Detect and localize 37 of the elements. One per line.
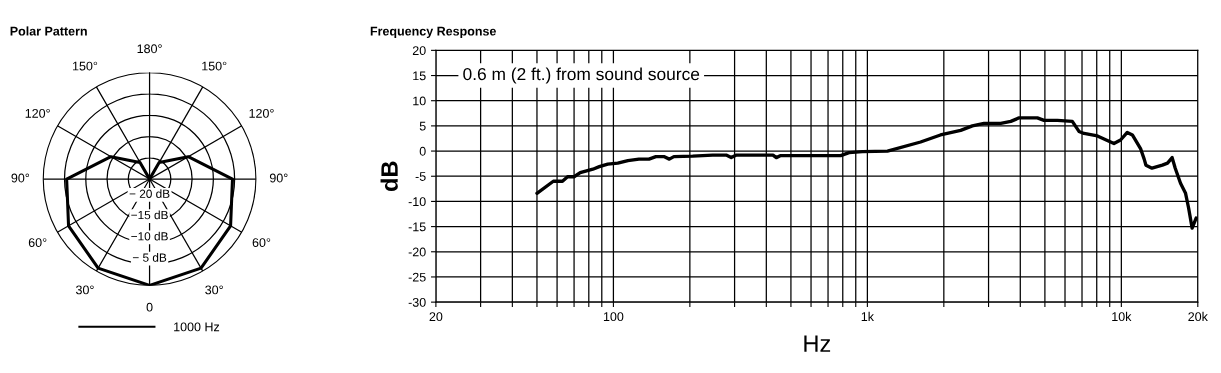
y-tick-label: -15 (408, 222, 426, 232)
x-axis-title: Hz (804, 335, 831, 352)
spoke-label: 180° (137, 44, 162, 54)
spoke-label: 120° (249, 108, 274, 118)
y-tick-label: 5 (419, 121, 426, 131)
y-tick-label: −10 dB (131, 231, 168, 241)
y-tick-label: − 20 dB (129, 189, 170, 198)
annotation: 0.6 m (2 ft.) from sound source (463, 67, 700, 84)
chart-title: Frequency Response (370, 26, 496, 39)
spoke-label: 90° (269, 173, 288, 183)
x-tick-label: 1k (861, 311, 874, 321)
chart-title: Polar Pattern (10, 26, 87, 36)
y-tick-label: 20 (412, 46, 426, 56)
spoke-label: 30° (205, 285, 223, 295)
spoke-label: 30° (75, 285, 94, 295)
y-tick-label: -10 (408, 197, 426, 207)
y-tick-label: 15 (413, 71, 426, 81)
spoke-label: 60° (252, 238, 271, 248)
spoke-label: 60° (28, 238, 47, 248)
y-tick-label: − 5 dB (132, 253, 167, 262)
spoke-label: 120° (25, 108, 50, 118)
y-tick-label: -30 (408, 297, 426, 307)
spoke-label: 150° (72, 61, 98, 71)
spoke-label: 90° (11, 173, 30, 183)
x-tick-label: 100 (603, 312, 624, 322)
y-tick-label: −15 dB (131, 210, 168, 220)
y-tick-label: -25 (408, 272, 426, 282)
text: 1000 Hz (174, 322, 220, 332)
y-tick-label: -5 (415, 172, 426, 181)
y-tick-label: 10 (413, 96, 426, 106)
y-tick-label: 0 (419, 146, 426, 156)
spoke-label: 150° (202, 61, 227, 71)
x-tick-label: 20k (1188, 311, 1208, 322)
y-tick-label: -20 (408, 247, 426, 257)
x-tick-label: 10k (1112, 311, 1132, 322)
y-axis-title: dB (380, 161, 398, 192)
x-tick-label: 20 (429, 312, 443, 322)
